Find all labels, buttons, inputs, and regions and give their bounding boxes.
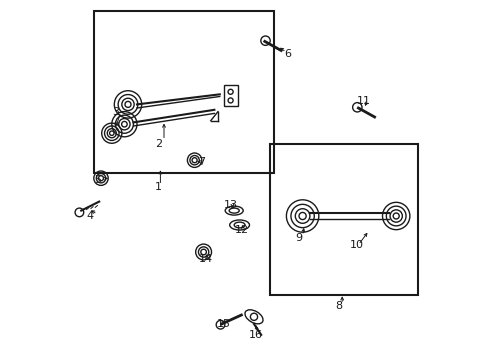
Text: 6: 6 (285, 49, 292, 59)
Text: 14: 14 (198, 254, 213, 264)
Text: 15: 15 (217, 319, 230, 329)
Circle shape (216, 320, 225, 329)
Text: 7: 7 (198, 157, 205, 167)
Bar (94, 11, 274, 173)
Text: 16: 16 (249, 330, 263, 340)
Bar (224, 85, 238, 106)
Circle shape (353, 103, 362, 112)
Text: 12: 12 (234, 225, 248, 235)
Circle shape (75, 208, 84, 217)
Text: 13: 13 (223, 200, 238, 210)
Circle shape (261, 36, 270, 45)
Text: 4: 4 (87, 211, 94, 221)
Bar (270, 144, 418, 295)
Text: 2: 2 (155, 139, 162, 149)
Text: 3: 3 (112, 107, 119, 117)
Text: 8: 8 (335, 301, 342, 311)
Text: 9: 9 (295, 233, 302, 243)
Text: 10: 10 (349, 240, 364, 250)
Text: 1: 1 (155, 182, 162, 192)
Text: 5: 5 (94, 175, 101, 185)
Text: 11: 11 (357, 96, 371, 106)
